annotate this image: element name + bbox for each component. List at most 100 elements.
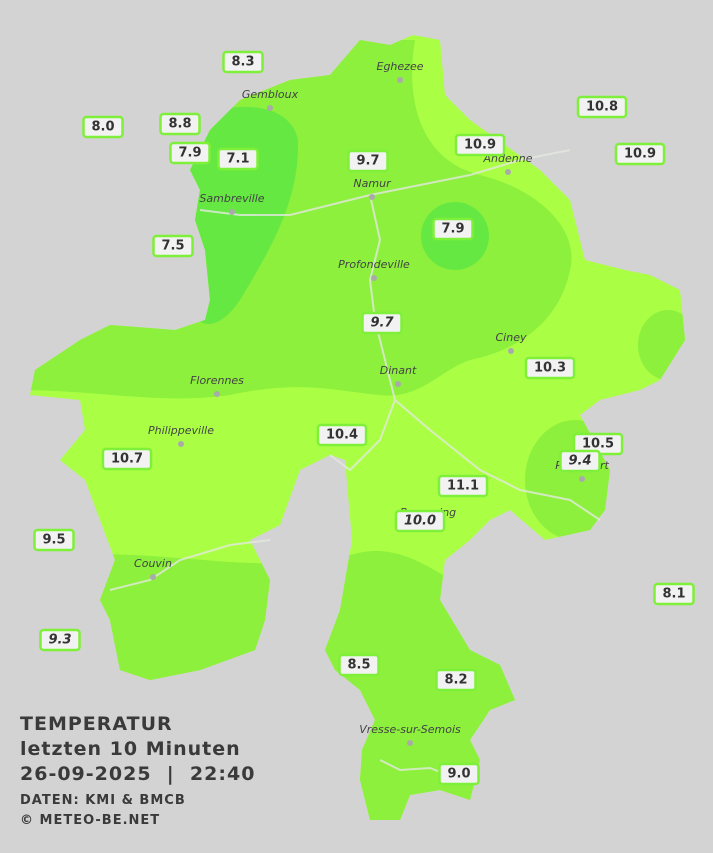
station: 9.3 xyxy=(39,628,81,652)
station: 10.3 xyxy=(524,356,576,380)
station-value: 8.1 xyxy=(662,587,685,602)
station: 8.3 xyxy=(222,50,264,74)
station-value: 11.1 xyxy=(447,479,479,494)
stations: 8.3 8.0 8.8 7.9 7.1 7.5 9.7 10.9 10.8 10.9 7.9 9.7 1… xyxy=(33,50,695,786)
station: 10.9 xyxy=(614,142,666,166)
town-dot xyxy=(267,105,273,111)
town-dot xyxy=(508,348,514,354)
station-box xyxy=(338,653,380,677)
station-value: 9.4 xyxy=(568,454,591,469)
station-value: 10.7 xyxy=(111,452,143,467)
station-box xyxy=(347,149,389,173)
station: 11.1 xyxy=(437,474,489,498)
station-box xyxy=(653,582,695,606)
station: 9.5 xyxy=(33,528,75,552)
station-box xyxy=(454,133,506,157)
town-label: Namur xyxy=(353,177,392,190)
town-label: Ciney xyxy=(496,331,527,344)
station-box xyxy=(438,762,480,786)
station-box xyxy=(394,509,446,533)
station-value: 9.0 xyxy=(447,767,470,782)
station-value: 9.3 xyxy=(48,633,71,648)
station: 9.7 xyxy=(361,311,403,335)
town-label: Philippeville xyxy=(148,424,214,437)
station: 10.9 xyxy=(454,133,506,157)
station: 7.9 xyxy=(169,141,211,165)
station-box xyxy=(559,449,601,473)
station: 8.5 xyxy=(338,653,380,677)
town-label: Profondeville xyxy=(338,258,410,271)
station-box xyxy=(316,423,368,447)
station-value: 10.9 xyxy=(624,147,656,162)
station-value: 9.5 xyxy=(42,533,65,548)
town-dot xyxy=(579,476,585,482)
town-dot xyxy=(150,574,156,580)
station: 9.4 xyxy=(559,449,601,473)
station-value: 7.5 xyxy=(161,239,184,254)
legend-title: TEMPERATUR xyxy=(20,713,173,735)
station-value: 8.3 xyxy=(231,55,254,70)
station-value: 10.9 xyxy=(464,138,496,153)
station-box xyxy=(576,95,628,119)
station-box xyxy=(169,141,211,165)
station-box xyxy=(222,50,264,74)
town-dot xyxy=(214,391,220,397)
station-box xyxy=(101,447,153,471)
town-dot xyxy=(229,209,235,215)
station: 10.8 xyxy=(576,95,628,119)
station-box xyxy=(39,628,81,652)
legend-datetime: 26-09-2025 | 22:40 xyxy=(20,763,255,785)
station-box xyxy=(361,311,403,335)
legend: TEMPERATUR letzten 10 Minuten 26-09-2025… xyxy=(20,713,255,828)
station: 7.5 xyxy=(152,234,194,258)
station-box xyxy=(524,356,576,380)
town-label: Sambreville xyxy=(199,192,264,205)
station-box xyxy=(432,217,474,241)
town-dot xyxy=(407,740,413,746)
legend-subtitle: letzten 10 Minuten xyxy=(20,738,241,760)
town-dot xyxy=(371,275,377,281)
station: 8.1 xyxy=(653,582,695,606)
town-label: Gembloux xyxy=(242,88,299,101)
station-value: 7.1 xyxy=(226,152,249,167)
station: 10.0 xyxy=(394,509,446,533)
station-value: 8.8 xyxy=(168,117,191,132)
town-label: Eghezee xyxy=(377,60,424,73)
station-value: 8.5 xyxy=(347,658,370,673)
town-dot xyxy=(397,77,403,83)
station: 8.0 xyxy=(82,115,124,139)
station: 7.1 xyxy=(217,147,259,171)
station-box xyxy=(159,112,201,136)
station-value: 8.0 xyxy=(91,120,114,135)
station-value: 10.3 xyxy=(534,361,566,376)
town-dot xyxy=(395,381,401,387)
station-value: 10.5 xyxy=(582,437,614,452)
station-value: 7.9 xyxy=(441,222,464,237)
station: 9.7 xyxy=(347,149,389,173)
legend-copyright: © METEO-BE.NET xyxy=(20,813,160,828)
station-box xyxy=(152,234,194,258)
station-box xyxy=(435,668,477,692)
town-label: Florennes xyxy=(190,374,244,387)
station-value: 10.8 xyxy=(586,100,618,115)
station-value: 8.2 xyxy=(444,673,467,688)
town-label: Couvin xyxy=(134,557,172,570)
station-value: 7.9 xyxy=(178,146,201,161)
station-box xyxy=(33,528,75,552)
station: 10.4 xyxy=(316,423,368,447)
town-dot xyxy=(178,441,184,447)
town-dot xyxy=(369,194,375,200)
station: 8.2 xyxy=(435,668,477,692)
town-label: Vresse-sur-Semois xyxy=(359,723,461,736)
station-value: 10.4 xyxy=(326,428,358,443)
station: 10.7 xyxy=(101,447,153,471)
station-box xyxy=(437,474,489,498)
station-value: 10.0 xyxy=(404,514,436,529)
legend-source: DATEN: KMI & BMCB xyxy=(20,793,186,808)
station: 9.0 xyxy=(438,762,480,786)
station-box xyxy=(614,142,666,166)
station-box xyxy=(82,115,124,139)
station-value: 9.7 xyxy=(370,316,394,331)
towns: EghezeeGemblouxAndenneNamurSambrevillePr… xyxy=(134,60,609,746)
